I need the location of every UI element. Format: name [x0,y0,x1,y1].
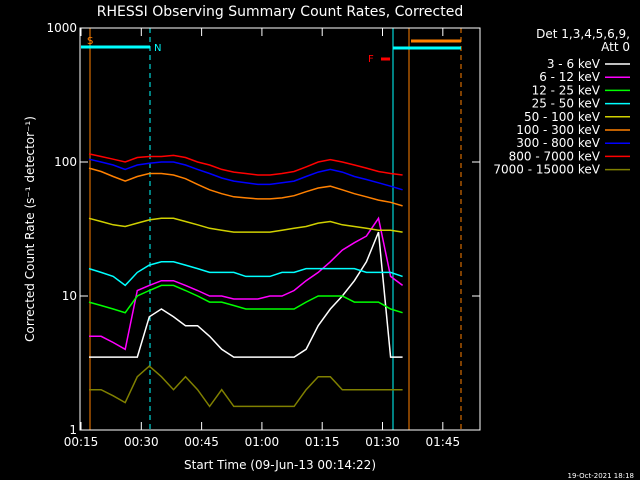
legend-label: 25 - 50 keV [532,97,601,111]
series-line [89,231,403,358]
legend-label: 50 - 100 keV [524,110,601,124]
series-line [88,284,403,314]
chart-title: RHESSI Observing Summary Count Rates, Co… [97,4,463,20]
series-line [88,261,403,287]
legend-label: 7000 - 15000 keV [493,163,600,177]
y-tick-label: 1000 [46,21,77,35]
series-line [88,158,403,191]
plot-frame [79,27,481,431]
legend-label: 3 - 6 keV [547,57,601,71]
series-line [89,216,404,351]
legend-label: 12 - 25 keV [532,83,601,97]
x-axis-label: Start Time (09-Jun-13 00:14:22) [184,458,376,472]
annotation: N [154,43,161,54]
series-line [88,153,403,176]
annotation: S [87,36,93,47]
legend-title: Att 0 [601,40,630,54]
y-tick-label: 1 [69,423,77,437]
legend-label: 800 - 7000 keV [509,149,601,163]
time-markers: S N F [81,28,462,430]
x-tick-label: 01:00 [245,435,280,449]
legend-label: 100 - 300 keV [516,123,600,137]
series-line [88,217,403,233]
x-tick-label: 01:45 [426,435,461,449]
legend-label: 6 - 12 keV [539,70,601,84]
annotation: F [368,54,374,65]
y-axis-label: Corrected Count Rate (s⁻¹ detector⁻¹) [23,116,37,342]
x-tick-label: 01:15 [305,435,340,449]
y-tick-label: 10 [62,289,77,303]
legend-label: 300 - 800 keV [516,136,600,150]
x-tick-label: 00:45 [184,435,219,449]
series-line [89,365,403,408]
x-tick-label: 01:30 [365,435,400,449]
x-tick-label: 00:30 [124,435,159,449]
series-line [88,167,403,207]
x-tick-label: 00:15 [64,435,99,449]
footer: 19-Oct-2021 18:18 [568,472,634,480]
legend-title: Det 1,3,4,5,6,9, [536,27,630,41]
y-tick-label: 100 [54,155,77,169]
